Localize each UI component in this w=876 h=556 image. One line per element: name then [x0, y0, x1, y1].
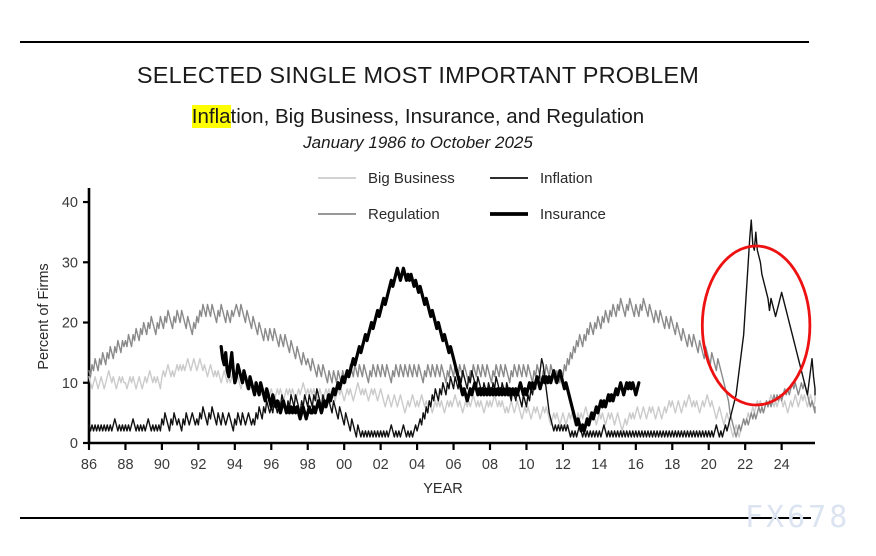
x-tick-label: 04: [409, 457, 425, 473]
x-tick-label: 22: [737, 457, 753, 473]
x-tick-label: 94: [227, 457, 243, 473]
inflation-spike-highlight-ellipse: [700, 244, 812, 407]
series-line-insurance: [219, 266, 641, 433]
y-tick-label: 30: [62, 255, 78, 271]
chart-subtitle: Inflation, Big Business, Insurance, and …: [0, 105, 836, 129]
bottom-divider-rule: [20, 517, 811, 519]
x-tick-label: 16: [628, 457, 644, 473]
top-divider-rule: [20, 41, 809, 43]
x-tick-label: 08: [482, 457, 498, 473]
y-tick-label: 40: [62, 195, 78, 211]
x-tick-label: 96: [263, 457, 279, 473]
legend-label-insurance: Insurance: [540, 206, 606, 223]
legend-label-inflation: Inflation: [540, 170, 593, 187]
x-axis-title: YEAR: [423, 481, 463, 497]
legend-label-big-business: Big Business: [368, 170, 455, 187]
chart-date-range: January 1986 to October 2025: [303, 133, 533, 152]
series-line-inflation: [88, 219, 816, 438]
series-line-big-business: [88, 357, 816, 438]
y-tick-label: 0: [70, 436, 78, 452]
y-tick-label: 10: [62, 376, 78, 392]
x-tick-label: 90: [154, 457, 170, 473]
x-tick-label: 02: [373, 457, 389, 473]
x-tick-label: 00: [336, 457, 352, 473]
series-line-regulation: [88, 297, 816, 438]
x-tick-label: 12: [555, 457, 571, 473]
subtitle-rest: tion, Big Business, Insurance, and Regul…: [230, 105, 645, 128]
x-tick-label: 92: [190, 457, 206, 473]
x-tick-label: 86: [81, 457, 97, 473]
x-tick-label: 24: [774, 457, 790, 473]
x-tick-label: 98: [300, 457, 316, 473]
x-tick-label: 20: [701, 457, 717, 473]
x-tick-label: 10: [518, 457, 534, 473]
y-tick-label: 20: [62, 316, 78, 332]
y-axis-title: Percent of Firms: [36, 263, 52, 369]
x-tick-label: 18: [664, 457, 680, 473]
subtitle-highlight: Infla: [191, 105, 231, 128]
watermark-label: FX678: [745, 500, 851, 535]
x-tick-label: 88: [117, 457, 133, 473]
x-tick-label: 14: [591, 457, 607, 473]
page-title: SELECTED SINGLE MOST IMPORTANT PROBLEM: [136, 62, 700, 88]
x-tick-label: 06: [445, 457, 461, 473]
legend-label-regulation: Regulation: [368, 206, 440, 223]
